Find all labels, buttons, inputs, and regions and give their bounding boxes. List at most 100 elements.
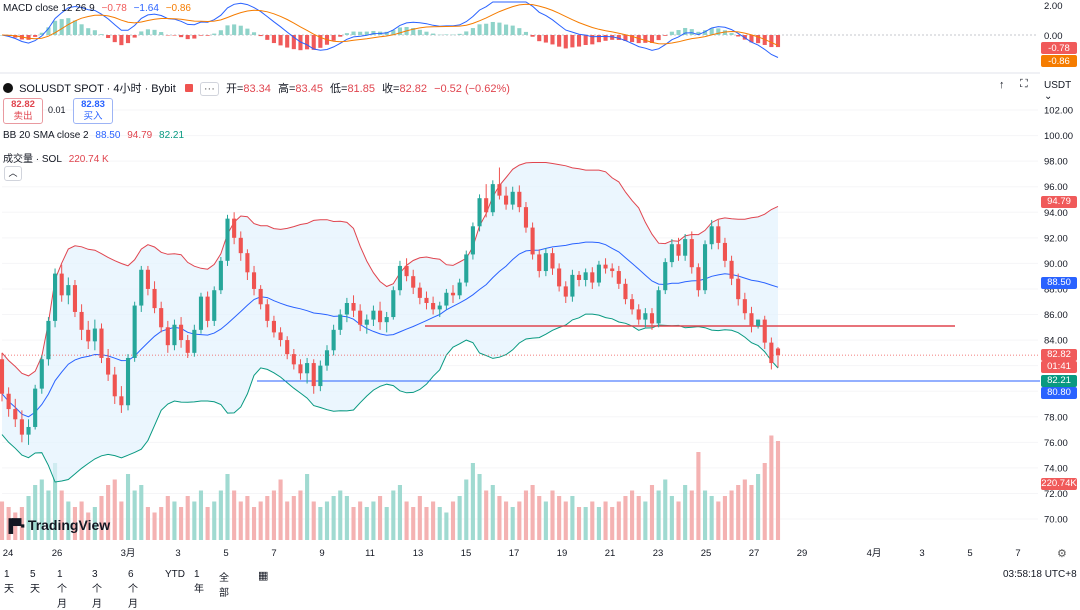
volume-tag[interactable]: 220.74K (1041, 478, 1077, 490)
date-tick-label: 3 (175, 548, 180, 559)
macd-label: MACD close 12 26 9 (3, 3, 95, 14)
volume-bar (418, 496, 422, 540)
macd-histogram-bar (345, 33, 349, 35)
macd-histogram-bar (33, 35, 37, 37)
volume-bar (351, 507, 355, 540)
candle-body (716, 226, 720, 243)
date-tick-label: 7 (271, 548, 276, 559)
macd-histogram-bar (113, 35, 117, 42)
collapse-legend-icon[interactable]: ︿ (4, 166, 22, 181)
high-label: 高= (278, 83, 295, 95)
macd-histogram-bar (477, 24, 481, 35)
candle-body (53, 274, 57, 321)
volume-bar (431, 502, 435, 541)
range-button[interactable]: 5天 (30, 569, 40, 595)
date-axis[interactable]: 24 26 3月 3 5 7 9 11 13 15 17 19 21 23 25 27 29 4月 3 5 7 (3, 548, 1021, 559)
candle-body (398, 266, 402, 290)
candle-body (338, 315, 342, 330)
macd-histogram-bar (418, 30, 422, 35)
volume-bar (511, 507, 515, 540)
range-button[interactable]: 全部 (219, 569, 229, 599)
price-tick-label: 70.00 (1044, 515, 1068, 526)
candle-body (657, 290, 661, 323)
tradingview-logo[interactable]: ▐▀▪ TradingView (4, 517, 110, 533)
range-button[interactable]: 6个月 (128, 569, 138, 610)
candle-body (172, 325, 176, 345)
volume-bar (637, 496, 641, 540)
candle (212, 286, 216, 326)
macd-histogram-bar (133, 35, 137, 38)
date-tick-label: 15 (461, 548, 472, 559)
candle-body (431, 303, 435, 309)
candle-body (0, 359, 4, 394)
clock-time[interactable]: 03:58:18 UTC+8 (1003, 569, 1077, 580)
volume-bar (312, 502, 316, 541)
volume-bar (650, 485, 654, 540)
bb-lower-tag[interactable]: 82.21 (1041, 375, 1077, 387)
volume-bar (424, 507, 428, 540)
candle-body (670, 244, 674, 262)
open-value: 83.34 (243, 83, 271, 95)
volume-bar (285, 502, 289, 541)
close-label: 收= (382, 83, 399, 95)
candle-body (696, 267, 700, 290)
candle-body (126, 358, 130, 405)
sell-button[interactable]: 82.82 卖出 (3, 98, 43, 124)
bb-basis-tag[interactable]: 88.50 (1041, 277, 1077, 289)
hline-tag[interactable]: 80.80 (1041, 387, 1077, 399)
candle-body (451, 293, 455, 296)
bb-upper-tag[interactable]: 94.79 (1041, 196, 1077, 208)
candle-body (292, 354, 296, 364)
range-button[interactable]: 1年 (194, 569, 204, 595)
more-dots-icon[interactable]: ··· (200, 82, 219, 96)
arrow-up-icon[interactable]: ↑ (999, 79, 1005, 91)
candle-body (318, 366, 322, 386)
buy-button[interactable]: 82.83 买入 (73, 98, 113, 124)
candle-countdown-tag[interactable]: 01:41 (1041, 361, 1077, 373)
candle-body (663, 262, 667, 290)
range-button[interactable]: 3个月 (92, 569, 102, 610)
candle (464, 251, 468, 287)
macd-histogram-bar (26, 35, 30, 40)
volume-bar (537, 496, 541, 540)
volume-bar (332, 496, 336, 540)
macd-histogram-bar (497, 23, 501, 35)
macd-histogram-bar (358, 32, 362, 35)
volume-bar (119, 502, 123, 541)
volume-bar (603, 502, 607, 541)
candle (40, 355, 44, 393)
candle-body (199, 297, 203, 330)
candle-body (477, 198, 481, 226)
currency-selector[interactable]: USDT ⌄ (1044, 80, 1080, 102)
volume-bar (225, 474, 229, 540)
fullscreen-icon[interactable]: ⛶ (1020, 78, 1028, 91)
macd-histogram-bar (484, 24, 488, 35)
candle-body (99, 329, 103, 358)
macd-histogram-bar (80, 24, 84, 35)
volume-bar (245, 496, 249, 540)
candle-body (617, 271, 621, 284)
macd-histogram-bar (730, 33, 734, 35)
bb-basis-value: 88.50 (95, 130, 120, 141)
calendar-icon[interactable]: ▦ (258, 569, 268, 582)
volume-legend[interactable]: 成交量 · SOL 220.74 K (3, 150, 113, 165)
chevron-down-icon: ⌄ (1044, 91, 1052, 102)
range-button[interactable]: 1个月 (57, 569, 67, 610)
volume-bar (723, 496, 727, 540)
volume-bar (643, 502, 647, 541)
bb-legend[interactable]: BB 20 SMA close 2 88.50 94.79 82.21 (3, 130, 188, 141)
settings-gear-icon[interactable]: ⚙ (1057, 547, 1067, 560)
price-axis[interactable]: 102.00 100.00 98.00 96.00 94.00 92.00 90.00 88.… (1044, 106, 1073, 526)
candle-body (345, 303, 349, 315)
last-price-tag[interactable]: 82.82 (1041, 349, 1077, 361)
volume-bar (497, 496, 501, 540)
symbol-title[interactable]: SOLUSDT SPOT · 4小时 · Bybit (19, 83, 176, 95)
date-tick-label: 21 (605, 548, 616, 559)
range-button[interactable]: 1天 (4, 569, 14, 595)
volume-bar (325, 502, 329, 541)
range-button[interactable]: YTD (165, 569, 185, 580)
candle (663, 258, 667, 294)
volume-bar (464, 480, 468, 541)
volume-bar (690, 491, 694, 541)
volume-bar (703, 491, 707, 541)
